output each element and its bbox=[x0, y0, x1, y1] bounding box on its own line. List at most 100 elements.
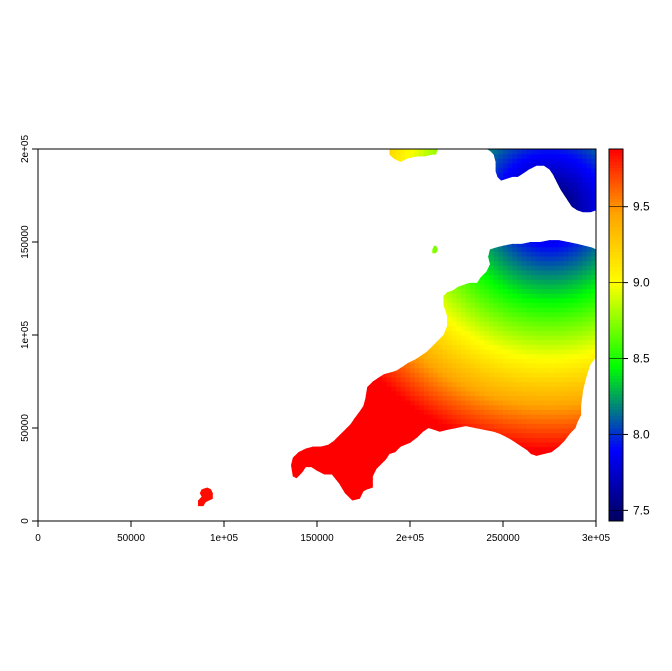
raster-cell bbox=[187, 279, 192, 284]
raster-cell bbox=[317, 381, 323, 387]
raster-cell bbox=[89, 186, 94, 191]
raster-cell bbox=[200, 269, 206, 276]
raster-cell bbox=[303, 149, 309, 155]
raster-cell bbox=[108, 475, 113, 480]
raster-cell bbox=[103, 326, 108, 331]
raster-cell bbox=[154, 191, 159, 196]
raster-cell bbox=[289, 255, 295, 262]
raster-cell bbox=[173, 354, 178, 359]
raster-cell bbox=[131, 293, 136, 298]
raster-cell bbox=[198, 474, 202, 480]
raster-cell bbox=[89, 326, 94, 331]
raster-cell bbox=[298, 316, 304, 322]
raster-cell bbox=[94, 214, 99, 219]
raster-cell bbox=[75, 177, 80, 182]
raster-cell bbox=[233, 260, 239, 266]
raster-cell bbox=[131, 456, 136, 461]
raster-cell bbox=[270, 321, 276, 327]
raster-cell bbox=[126, 344, 131, 349]
raster-cell bbox=[89, 275, 94, 280]
raster-cell bbox=[228, 423, 234, 429]
raster-cell bbox=[75, 289, 80, 294]
raster-cell bbox=[150, 149, 155, 154]
raster-cell bbox=[289, 404, 295, 410]
raster-cell bbox=[210, 200, 216, 206]
raster-cell bbox=[38, 247, 43, 252]
raster-cell bbox=[321, 288, 327, 294]
raster-cell bbox=[321, 149, 327, 155]
raster-cell bbox=[178, 335, 183, 340]
raster-cell bbox=[307, 404, 313, 410]
raster-cell bbox=[182, 512, 187, 517]
raster-cell bbox=[182, 433, 187, 438]
raster-cell bbox=[80, 316, 85, 321]
raster-cell bbox=[164, 423, 169, 428]
raster-cell bbox=[159, 354, 164, 359]
raster-cell bbox=[265, 497, 272, 503]
raster-cell bbox=[307, 497, 313, 503]
raster-cell bbox=[61, 149, 66, 154]
raster-cell bbox=[307, 395, 313, 401]
raster-cell bbox=[38, 470, 43, 475]
raster-cell bbox=[103, 154, 108, 159]
raster-cell bbox=[117, 330, 122, 335]
raster-cell bbox=[198, 367, 202, 373]
raster-cell bbox=[210, 428, 216, 434]
raster-cell bbox=[228, 255, 234, 262]
raster-cell bbox=[275, 218, 281, 224]
raster-cell bbox=[270, 488, 276, 494]
raster-cell bbox=[289, 307, 295, 313]
raster-cell bbox=[75, 507, 80, 512]
raster-cell bbox=[112, 298, 117, 303]
raster-cell bbox=[182, 284, 187, 289]
raster-cell bbox=[317, 437, 323, 443]
raster-cell bbox=[85, 265, 90, 270]
raster-cell bbox=[265, 493, 272, 499]
raster-cell bbox=[57, 182, 62, 187]
raster-cell bbox=[237, 311, 244, 317]
raster-cell bbox=[89, 372, 94, 377]
raster-cell bbox=[191, 168, 196, 173]
raster-cell bbox=[66, 256, 71, 261]
raster-cell bbox=[303, 232, 309, 238]
raster-cell bbox=[140, 386, 145, 391]
raster-cell bbox=[312, 279, 318, 285]
raster-cell bbox=[298, 409, 304, 415]
raster-cell bbox=[168, 177, 173, 182]
raster-cell bbox=[43, 214, 48, 219]
raster-cell bbox=[270, 390, 276, 397]
raster-cell bbox=[289, 367, 295, 373]
raster-cell bbox=[256, 269, 262, 276]
raster-cell bbox=[275, 502, 281, 507]
raster-cell bbox=[261, 260, 267, 266]
raster-cell bbox=[140, 414, 145, 419]
raster-cell bbox=[131, 507, 136, 512]
raster-cell bbox=[126, 298, 131, 303]
raster-cell bbox=[321, 390, 327, 397]
raster-cell bbox=[224, 330, 230, 336]
raster-cell bbox=[136, 168, 141, 173]
raster-cell bbox=[89, 307, 94, 312]
raster-cell bbox=[47, 312, 52, 317]
raster-cell bbox=[66, 242, 71, 247]
raster-cell bbox=[131, 172, 136, 177]
raster-cell bbox=[112, 493, 117, 498]
raster-cell bbox=[242, 209, 248, 215]
raster-cell bbox=[173, 316, 178, 321]
raster-cell bbox=[154, 205, 159, 210]
raster-cell bbox=[168, 172, 173, 177]
raster-cell bbox=[303, 181, 309, 187]
raster-cell bbox=[261, 209, 267, 215]
raster-cell bbox=[284, 195, 290, 201]
raster-cell bbox=[200, 488, 206, 494]
raster-cell bbox=[94, 149, 99, 154]
raster-cell bbox=[219, 497, 225, 503]
raster-cell bbox=[71, 302, 76, 307]
raster-cell bbox=[224, 251, 230, 257]
raster-cell bbox=[89, 484, 94, 489]
raster-cell bbox=[71, 307, 76, 312]
raster-cell bbox=[136, 172, 141, 177]
raster-cell bbox=[242, 190, 248, 197]
raster-cell bbox=[85, 428, 90, 433]
raster-cell bbox=[108, 414, 113, 419]
